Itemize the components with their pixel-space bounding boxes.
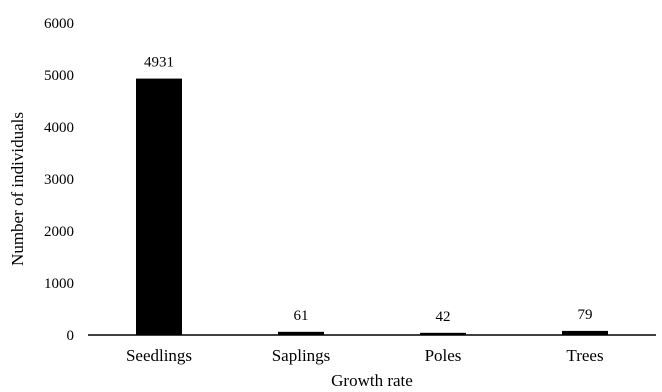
y-axis-label: Number of individuals bbox=[8, 112, 27, 266]
y-tick-label: 4000 bbox=[44, 120, 74, 136]
data-label-seedlings: 4931 bbox=[144, 55, 174, 71]
x-tick-label-seedlings: Seedlings bbox=[126, 346, 192, 365]
data-labels: 4931 61 42 79 bbox=[144, 55, 593, 325]
y-tick-label: 5000 bbox=[44, 68, 74, 84]
y-tick-label: 6000 bbox=[44, 16, 74, 32]
x-tick-label-saplings: Saplings bbox=[272, 346, 331, 365]
y-tick-label: 3000 bbox=[44, 172, 74, 188]
x-axis-label: Growth rate bbox=[331, 371, 413, 390]
y-tick-label: 0 bbox=[67, 328, 75, 344]
bar-saplings bbox=[278, 331, 324, 335]
x-tick-label-trees: Trees bbox=[566, 346, 603, 365]
bars bbox=[136, 78, 608, 335]
y-tick-label: 1000 bbox=[44, 276, 74, 292]
data-label-saplings: 61 bbox=[294, 308, 309, 324]
y-tick-label: 2000 bbox=[44, 224, 74, 240]
data-label-poles: 42 bbox=[436, 309, 451, 325]
bar-trees bbox=[562, 330, 608, 335]
y-axis-ticks: 0 1000 2000 3000 4000 5000 6000 bbox=[44, 16, 74, 344]
data-label-trees: 79 bbox=[578, 307, 593, 323]
bar-poles bbox=[420, 332, 466, 335]
bar-seedlings bbox=[136, 78, 182, 335]
x-axis-tick-labels: Seedlings Saplings Poles Trees bbox=[126, 346, 604, 365]
x-tick-label-poles: Poles bbox=[425, 346, 462, 365]
